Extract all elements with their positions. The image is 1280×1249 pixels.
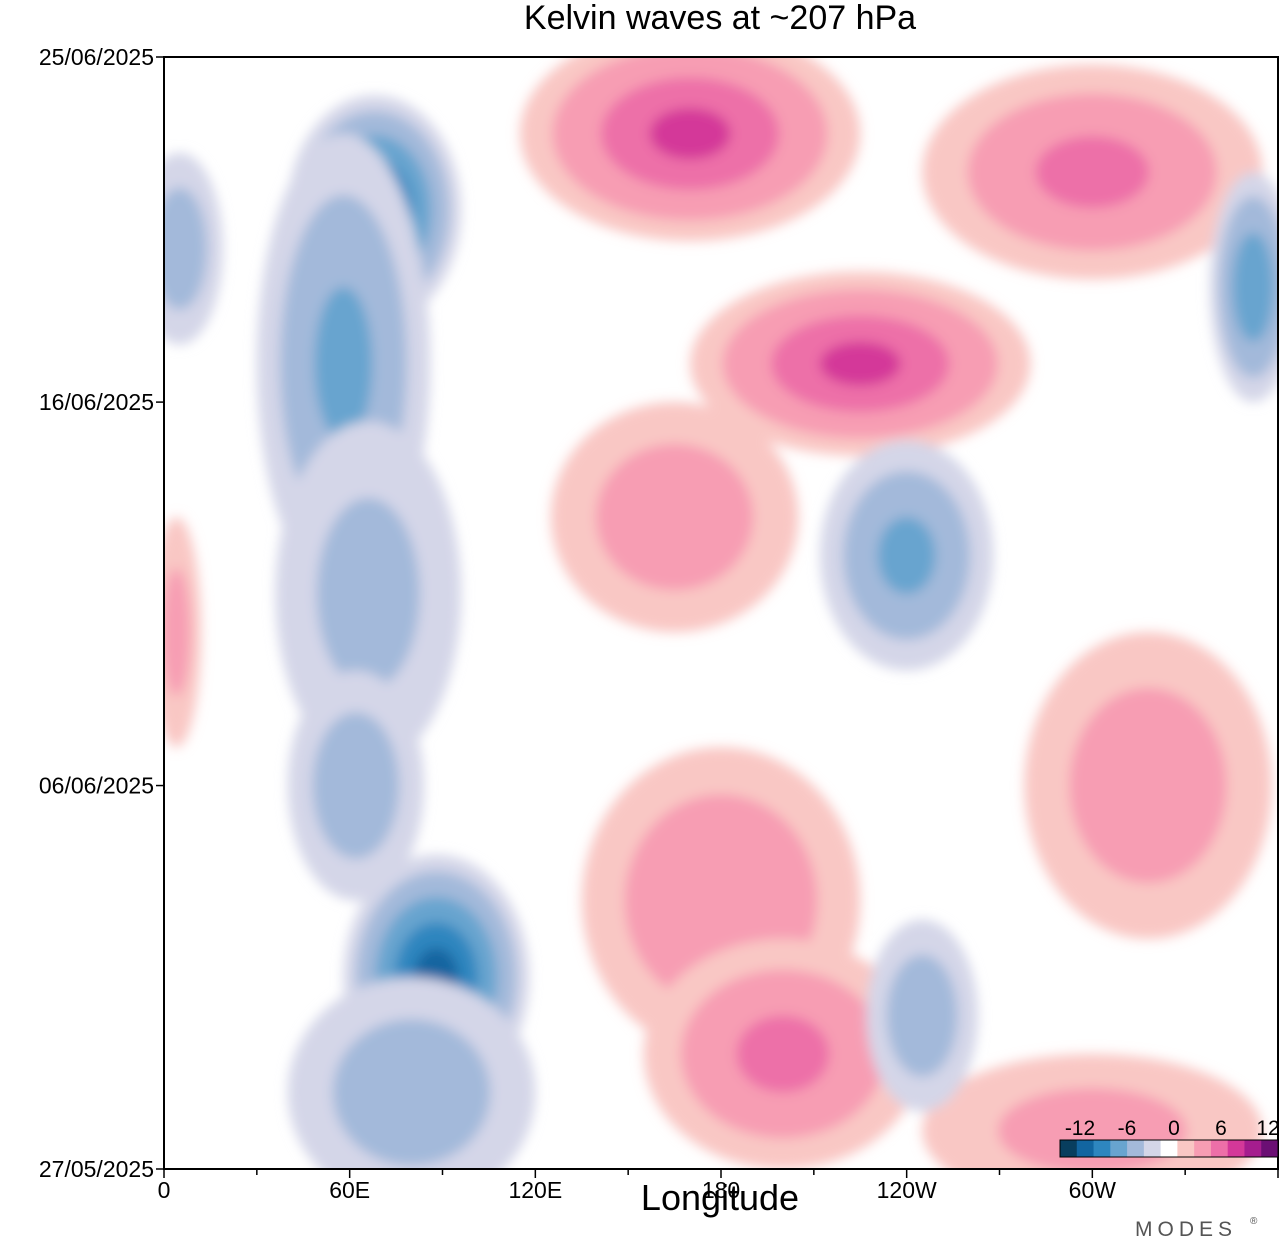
x-tick-label: 180 bbox=[702, 1177, 740, 1203]
x-axis: 0 60E 120E 180 120W 60W bbox=[158, 1169, 1279, 1203]
x-tick-label: 120E bbox=[508, 1177, 562, 1203]
field-blob bbox=[550, 402, 799, 633]
colorbar-label: -12 bbox=[1065, 1117, 1095, 1140]
modes-logo: MODES bbox=[1135, 1218, 1237, 1241]
contour-level bbox=[1035, 136, 1150, 208]
colorbar-label: 6 bbox=[1215, 1117, 1227, 1140]
x-tick-label: 0 bbox=[158, 1177, 171, 1203]
colorbar-swatch bbox=[1127, 1140, 1145, 1157]
field-blob bbox=[690, 271, 1031, 456]
x-axis-label: Longitude bbox=[641, 1177, 799, 1218]
colorbar-border bbox=[1059, 1139, 1279, 1158]
contour-level bbox=[164, 568, 191, 697]
contour-field bbox=[164, 57, 1278, 1169]
contour-level bbox=[886, 954, 958, 1077]
colorbar-swatch bbox=[1244, 1140, 1262, 1157]
colorbar-swatch bbox=[1110, 1140, 1128, 1157]
field-blob bbox=[922, 64, 1263, 280]
contour-level bbox=[1232, 232, 1274, 342]
field-blob bbox=[1024, 632, 1272, 939]
contour-level bbox=[595, 443, 754, 591]
colorbar-swatch bbox=[1227, 1140, 1245, 1157]
chart-title: Kelvin waves at ~207 hPa bbox=[524, 0, 916, 37]
colorbar-label: 12 bbox=[1256, 1117, 1279, 1140]
colorbar-swatch bbox=[1093, 1140, 1111, 1157]
colorbar-swatch bbox=[1143, 1140, 1162, 1157]
contour-level bbox=[877, 517, 936, 594]
colorbar-swatch bbox=[1194, 1140, 1212, 1157]
field-blob bbox=[287, 977, 536, 1169]
colorbar-swatch bbox=[1261, 1140, 1279, 1157]
contour-level bbox=[316, 497, 420, 690]
contour-level bbox=[314, 287, 373, 441]
y-tick-label: 16/06/2025 bbox=[39, 389, 154, 415]
contour-level bbox=[312, 712, 400, 859]
field-blob bbox=[1209, 172, 1278, 403]
y-tick-label: 06/06/2025 bbox=[39, 773, 154, 799]
y-tick-label: 25/06/2025 bbox=[39, 44, 154, 70]
contour-level bbox=[819, 341, 901, 386]
x-tick-label: 120W bbox=[877, 1177, 937, 1203]
colorbar-swatch bbox=[1076, 1140, 1095, 1157]
colorbar-swatch bbox=[1160, 1140, 1178, 1157]
field-blob bbox=[820, 440, 994, 671]
field-blob bbox=[519, 57, 861, 242]
field-blob bbox=[287, 670, 424, 901]
contour-level bbox=[736, 1015, 830, 1093]
colorbar-swatch bbox=[1210, 1140, 1229, 1157]
contour-level bbox=[649, 108, 731, 160]
contour-level bbox=[164, 187, 208, 310]
colorbar-label: -6 bbox=[1118, 1117, 1137, 1140]
field-blob bbox=[643, 938, 923, 1169]
contour-level bbox=[332, 1019, 491, 1166]
colorbar-swatch bbox=[1060, 1140, 1078, 1157]
colorbar-label: 0 bbox=[1168, 1117, 1180, 1140]
x-tick-label: 60E bbox=[329, 1177, 370, 1203]
registered-mark: ® bbox=[1250, 1216, 1258, 1227]
field-blob bbox=[866, 919, 978, 1112]
colorbar-legend: -12 -6 0 6 12 bbox=[1059, 1117, 1280, 1158]
field-blob bbox=[164, 517, 202, 748]
contour-level bbox=[1069, 687, 1227, 884]
colorbar-swatch bbox=[1177, 1140, 1195, 1157]
y-axis: 25/06/2025 16/06/2025 06/06/2025 27/05/2025 bbox=[39, 44, 164, 1182]
y-tick-label: 27/05/2025 bbox=[39, 1156, 154, 1182]
x-tick-label: 60W bbox=[1069, 1177, 1117, 1203]
field-blob bbox=[275, 421, 462, 767]
field-blob bbox=[164, 152, 223, 345]
